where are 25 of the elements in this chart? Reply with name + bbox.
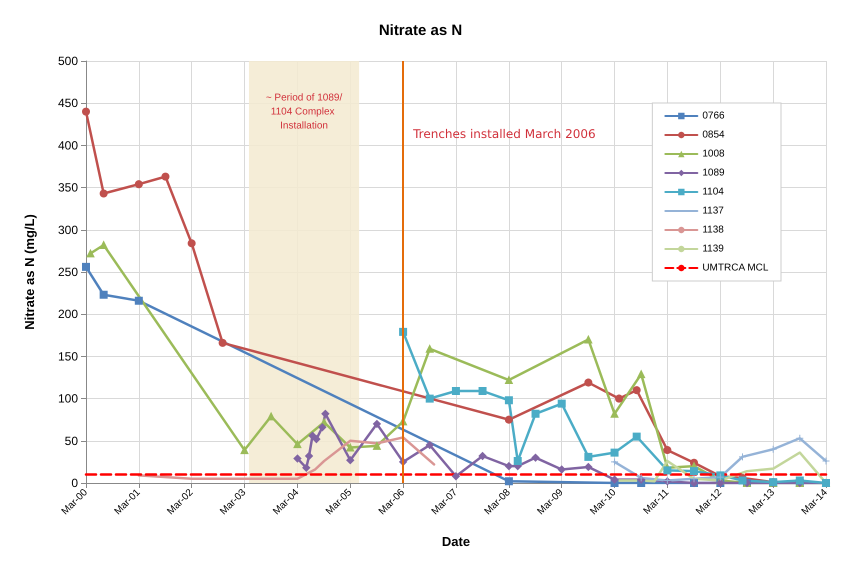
legend-label: 1138 bbox=[702, 224, 724, 236]
y-tick-label: 0 bbox=[71, 476, 78, 490]
y-tick-label: 350 bbox=[58, 180, 78, 195]
y-tick-label: 100 bbox=[58, 392, 78, 406]
y-axis-title: Nitrate as N (mg/L) bbox=[22, 214, 37, 330]
x-axis-title: Date bbox=[442, 534, 470, 549]
band-label: ~ Period of 1089/1104 Complex Installation bbox=[266, 92, 342, 132]
legend-label: 1139 bbox=[702, 244, 724, 254]
y-tick-label: 450 bbox=[58, 96, 78, 110]
y-tick-label: 400 bbox=[58, 138, 78, 152]
y-tick-label: 250 bbox=[58, 265, 78, 279]
ref-line-label: Trenches installed March 2006 bbox=[412, 127, 596, 141]
legend-label: 1089 bbox=[702, 168, 726, 178]
legend-label: UMTRCA MCL bbox=[702, 262, 769, 274]
y-tick-label: 500 bbox=[58, 54, 78, 68]
y-tick-label: 150 bbox=[58, 349, 78, 364]
y-tick-label: 300 bbox=[58, 222, 78, 237]
legend-label: 0766 bbox=[702, 110, 726, 122]
chart-title: Nitrate as N bbox=[378, 22, 462, 39]
y-tick-label: 50 bbox=[64, 434, 78, 448]
legend-label: 0854 bbox=[702, 130, 726, 140]
legend-label: 1008 bbox=[702, 148, 726, 160]
legend-label: 1137 bbox=[702, 206, 724, 216]
legend-label: 1104 bbox=[702, 186, 724, 198]
y-tick-label: 200 bbox=[58, 307, 78, 322]
